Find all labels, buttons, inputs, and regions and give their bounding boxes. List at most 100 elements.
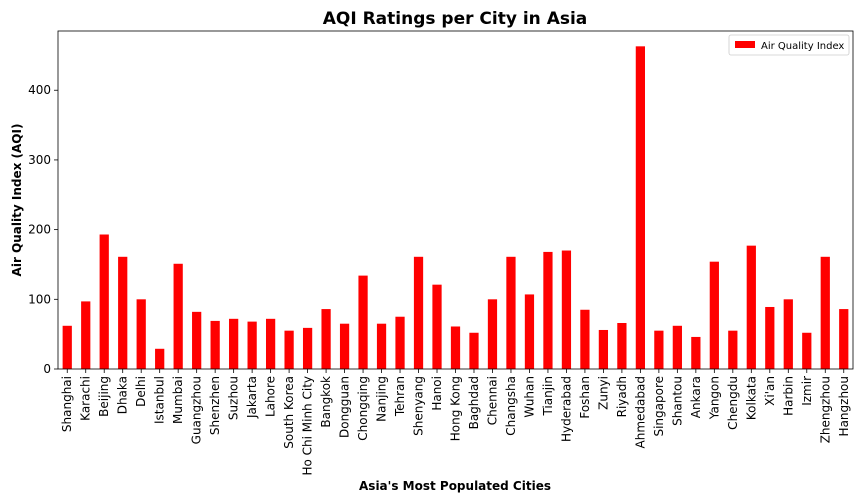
x-tick-label: Hyderabad <box>559 376 573 442</box>
x-tick-label: Yangon <box>707 376 721 420</box>
bars-group <box>62 46 849 369</box>
bar-bangkok <box>321 309 331 369</box>
bar-shenyang <box>413 256 424 369</box>
y-tick-label: 300 <box>28 153 51 167</box>
x-tick-label: Chennai <box>485 376 499 425</box>
bar-dhaka <box>118 256 128 369</box>
plot-frame <box>57 30 854 370</box>
bar-ankara <box>691 336 701 369</box>
bar-wuhan <box>524 294 535 369</box>
bar-delhi <box>136 299 146 369</box>
bar-riyadh <box>617 323 627 369</box>
bar-baghdad <box>469 332 479 369</box>
bar-mumbai <box>173 263 183 369</box>
x-tick-label: Foshan <box>578 376 592 419</box>
x-tick-label: Tehran <box>393 376 407 417</box>
x-tick-label: Beijing <box>97 376 111 417</box>
bar-kolkata <box>746 245 756 369</box>
bar-nanjing <box>376 323 387 369</box>
x-tick-label: Lahore <box>264 376 278 417</box>
x-tick-label: Karachi <box>79 376 93 421</box>
bar-istanbul <box>155 348 165 369</box>
x-tick-label: Izmir <box>800 376 814 406</box>
legend-box <box>728 34 850 56</box>
x-tick-label: Kolkata <box>744 376 758 420</box>
x-tick-label: Tianjin <box>541 376 555 417</box>
bar-hanoi <box>432 284 442 369</box>
x-tick-label: Shantou <box>670 376 684 426</box>
x-tick-label: Wuhan <box>522 376 536 418</box>
x-tick-label: Shenyang <box>412 376 426 436</box>
legend-swatch <box>735 41 755 48</box>
x-tick-label: Mumbai <box>171 376 185 424</box>
bar-jakarta <box>247 321 257 369</box>
x-tick-label: Guangzhou <box>190 376 204 444</box>
bar-guangzhou <box>192 311 202 369</box>
x-tick-label: Chengdu <box>726 376 740 430</box>
bar-changsha <box>506 256 516 369</box>
chart-title: AQI Ratings per City in Asia <box>323 9 588 29</box>
bar-tianjin <box>543 251 553 369</box>
x-tick-label: Baghdad <box>467 376 481 429</box>
x-tick-label: Suzhou <box>227 376 241 420</box>
bar-shantou <box>672 325 682 369</box>
bar-hangzhou <box>839 309 849 369</box>
bar-izmir <box>802 332 812 369</box>
x-tick-label: Hanoi <box>430 376 444 411</box>
bar-beijing <box>99 234 109 369</box>
x-tick-label: Nanjing <box>375 376 389 422</box>
x-tick-label: Changsha <box>504 376 518 436</box>
legend: Air Quality Index <box>728 34 850 56</box>
x-tick-label: Riyadh <box>615 376 629 417</box>
bar-ahmedabad <box>635 46 645 369</box>
bar-ho-chi-minh-city <box>302 327 313 369</box>
bar-yangon <box>709 261 719 369</box>
y-tick-label: 100 <box>28 292 51 306</box>
bar-lahore <box>265 318 276 369</box>
bar-shenzhen <box>210 320 220 369</box>
x-tick-label: Dhaka <box>116 376 130 414</box>
bar-hong-kong <box>450 326 461 369</box>
x-tick-label: Dongguan <box>338 376 352 438</box>
y-tick-label: 200 <box>28 223 51 237</box>
x-tick-label: Hong Kong <box>449 376 463 441</box>
x-tick-label: Shanghai <box>60 376 74 432</box>
bar-chennai <box>487 299 498 369</box>
bar-hyderabad <box>561 250 572 369</box>
x-tick-label: Ahmedabad <box>633 376 647 448</box>
x-ticks-group: Shanghai Karachi Beijing Dhaka Delhi Istanbul… <box>60 369 851 476</box>
bar-singapore <box>654 330 664 369</box>
y-axis-label: Air Quality Index (AQI) <box>10 124 24 277</box>
x-tick-label: Zhengzhou <box>818 376 832 443</box>
x-tick-label: Delhi <box>134 376 148 407</box>
y-tick-label: 400 <box>28 83 51 97</box>
bar-foshan <box>580 309 590 369</box>
y-tick-label: 0 <box>43 362 51 376</box>
bar-karachi <box>81 301 91 369</box>
x-tick-label: Bangkok <box>319 376 333 428</box>
bar-xi-an <box>765 306 775 369</box>
x-tick-label: Singapore <box>652 376 666 437</box>
x-tick-label: Zunyi <box>596 376 610 410</box>
x-tick-label: Ho Chi Minh City <box>301 376 315 476</box>
bar-shanghai <box>62 325 72 369</box>
x-tick-label: Harbin <box>781 376 795 416</box>
legend-label: Air Quality Index <box>761 41 844 52</box>
bar-tehran <box>395 316 405 369</box>
x-tick-label: Istanbul <box>153 376 167 424</box>
bar-zhengzhou <box>820 256 830 369</box>
bar-chengdu <box>728 330 738 369</box>
x-tick-label: South Korea <box>282 376 296 449</box>
bar-dongguan <box>339 323 350 369</box>
bar-zunyi <box>598 329 609 369</box>
x-tick-label: Ankara <box>689 376 703 418</box>
bar-chongqing <box>358 275 368 369</box>
bar-harbin <box>783 299 793 369</box>
x-tick-label: Hangzhou <box>837 376 851 436</box>
x-axis-label: Asia's Most Populated Cities <box>359 479 551 493</box>
x-tick-label: Shenzhen <box>208 376 222 435</box>
x-tick-label: Chongqing <box>356 376 370 441</box>
x-tick-label: Jakarta <box>245 376 259 419</box>
bar-suzhou <box>229 318 239 369</box>
